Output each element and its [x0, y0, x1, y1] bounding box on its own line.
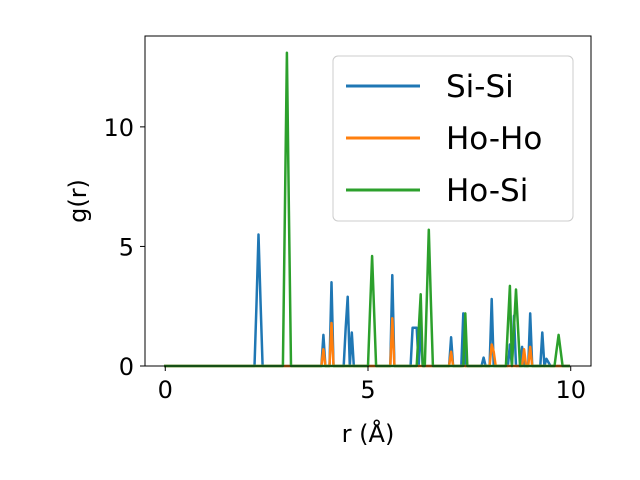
legend-label-si-si: Si-Si: [446, 69, 514, 105]
x-tick-label: 0: [158, 376, 173, 404]
series-line-ho-si: [164, 51, 570, 368]
legend: Si-Si Ho-Ho Ho-Si: [332, 55, 574, 222]
x-axis-title: r (Å): [342, 419, 395, 448]
legend-label-ho-si: Ho-Si: [446, 173, 528, 209]
y-tick-label: 10: [103, 114, 134, 142]
x-tick-label: 10: [555, 376, 586, 404]
y-tick-label: 0: [119, 353, 134, 381]
y-axis-title: g(r): [64, 179, 92, 223]
legend-box: [332, 55, 574, 222]
legend-label-ho-ho: Ho-Ho: [446, 121, 542, 157]
x-tick-label: 5: [360, 376, 375, 404]
axes-layer: 0 5 10 0 5 10: [103, 114, 586, 404]
y-tick-label: 5: [119, 233, 134, 261]
